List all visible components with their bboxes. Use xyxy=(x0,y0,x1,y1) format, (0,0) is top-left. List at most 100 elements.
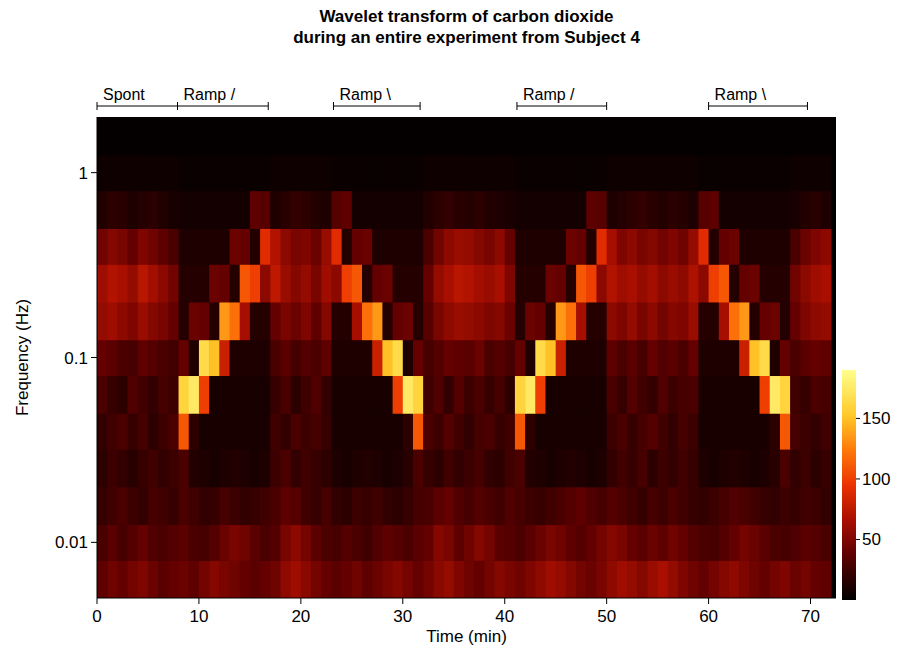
cell xyxy=(535,155,546,191)
cell xyxy=(556,487,567,525)
cell xyxy=(627,264,638,302)
cell xyxy=(760,487,771,525)
cell xyxy=(709,449,720,487)
cell xyxy=(688,524,699,560)
background xyxy=(0,0,904,666)
cell xyxy=(444,524,455,560)
cell xyxy=(484,191,495,229)
cell xyxy=(464,524,475,560)
cell xyxy=(770,413,781,449)
cell xyxy=(138,302,149,340)
cell xyxy=(209,302,220,340)
cell xyxy=(800,449,811,487)
cell xyxy=(800,560,811,598)
cell xyxy=(719,560,730,598)
cell xyxy=(515,117,526,155)
cell xyxy=(372,524,383,560)
cell xyxy=(800,487,811,525)
phase-label: Ramp \ xyxy=(715,86,767,103)
cell xyxy=(535,117,546,155)
cell xyxy=(729,560,740,598)
cell xyxy=(280,302,291,340)
cell xyxy=(678,375,689,413)
cell xyxy=(515,375,526,413)
cell xyxy=(545,228,556,264)
cell xyxy=(800,264,811,302)
cell xyxy=(362,340,373,376)
cell xyxy=(464,487,475,525)
cell xyxy=(698,155,709,191)
cell xyxy=(158,117,169,155)
cell xyxy=(474,117,485,155)
cell xyxy=(372,302,383,340)
x-axis-line xyxy=(97,598,836,599)
cell xyxy=(495,155,506,191)
cell xyxy=(739,413,750,449)
cell xyxy=(505,560,516,598)
cell xyxy=(250,413,261,449)
cell xyxy=(739,302,750,340)
x-tick xyxy=(300,598,301,604)
cell xyxy=(647,302,658,340)
cell xyxy=(301,340,312,376)
cell xyxy=(189,413,200,449)
cell xyxy=(811,449,822,487)
cell xyxy=(688,449,699,487)
cell xyxy=(250,155,261,191)
cell xyxy=(780,191,791,229)
cell xyxy=(413,191,424,229)
cell xyxy=(505,228,516,264)
cell xyxy=(811,487,822,525)
cell xyxy=(525,302,536,340)
cell xyxy=(433,117,444,155)
cell xyxy=(97,449,108,487)
cell xyxy=(372,340,383,376)
cell xyxy=(535,302,546,340)
cell xyxy=(291,524,302,560)
cell xyxy=(199,487,210,525)
cell xyxy=(454,560,465,598)
cell xyxy=(658,524,669,560)
cell xyxy=(525,413,536,449)
cell xyxy=(117,191,128,229)
cell xyxy=(760,375,771,413)
y-tick xyxy=(91,357,97,358)
cell xyxy=(331,449,342,487)
cell xyxy=(230,117,241,155)
colorbar-tick xyxy=(856,478,860,479)
cell xyxy=(698,117,709,155)
cell xyxy=(678,155,689,191)
cell xyxy=(525,117,536,155)
cell xyxy=(352,264,363,302)
cell xyxy=(321,340,332,376)
y-tick-label: 0.01 xyxy=(55,533,88,552)
cell xyxy=(637,340,648,376)
cell xyxy=(280,560,291,598)
cell xyxy=(474,560,485,598)
cell xyxy=(107,340,118,376)
cell xyxy=(209,524,220,560)
cell xyxy=(148,264,159,302)
cell xyxy=(658,375,669,413)
cell xyxy=(423,191,434,229)
x-tick xyxy=(97,598,98,604)
cell xyxy=(495,228,506,264)
cell xyxy=(342,375,353,413)
cell xyxy=(719,340,730,376)
cell xyxy=(678,524,689,560)
cell xyxy=(760,264,771,302)
cell xyxy=(168,117,179,155)
cell xyxy=(729,487,740,525)
cell xyxy=(617,340,628,376)
cell xyxy=(444,340,455,376)
cell xyxy=(321,117,332,155)
cell xyxy=(770,375,781,413)
cell xyxy=(484,487,495,525)
cell xyxy=(260,117,271,155)
cell xyxy=(433,302,444,340)
cell xyxy=(189,302,200,340)
cell xyxy=(637,155,648,191)
cell xyxy=(403,449,414,487)
cell xyxy=(749,264,760,302)
title: Wavelet transform of carbon dioxide xyxy=(319,7,613,26)
